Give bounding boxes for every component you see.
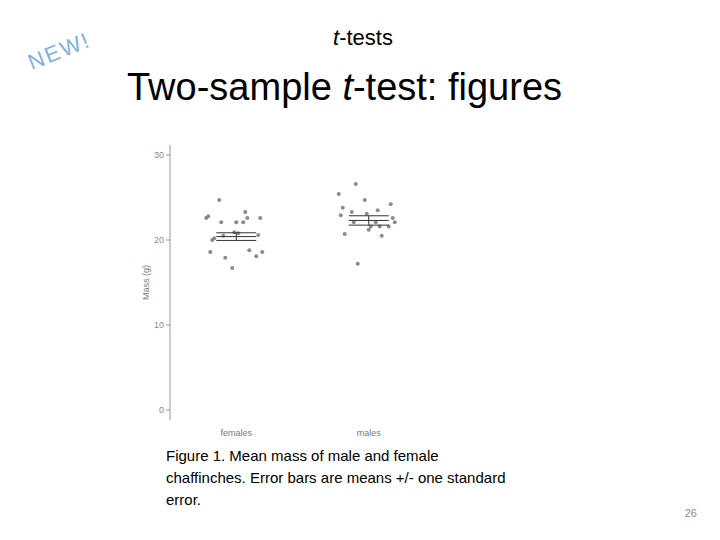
data-point (339, 213, 343, 217)
data-point (337, 192, 341, 196)
data-point (212, 236, 216, 240)
data-point (367, 228, 371, 232)
data-point (393, 220, 397, 224)
data-point (241, 220, 245, 224)
y-tick-label: 0 (159, 405, 164, 415)
error-bar (216, 233, 256, 241)
plot-area (204, 182, 397, 270)
data-point (376, 208, 380, 212)
title: Two-sample t-test: figures (127, 66, 562, 108)
caption-line: error. (166, 491, 201, 508)
data-point (234, 220, 238, 224)
data-point (254, 254, 258, 258)
y-axis-label: Mass (g) (141, 265, 151, 300)
data-point (230, 266, 234, 270)
data-point (208, 250, 212, 254)
y-tick-label: 20 (154, 235, 164, 245)
data-point (243, 210, 247, 214)
y-axis-line (170, 145, 171, 420)
error-bar-stem (236, 233, 237, 241)
y-tick (166, 155, 170, 156)
data-point (247, 248, 251, 252)
data-point (350, 210, 354, 214)
y-tick (166, 325, 170, 326)
data-point (389, 202, 393, 206)
data-point (217, 198, 221, 202)
data-point (363, 198, 367, 202)
data-point (245, 216, 249, 220)
slide: NEW! t-tests Two-sample t-test: figures Fig… (0, 0, 720, 540)
chart: 0 10 20 30 Mass (g) females males (141, 145, 397, 438)
data-point (365, 212, 369, 216)
page-number: 26 (685, 507, 697, 519)
data-point (256, 233, 260, 237)
data-point (354, 182, 358, 186)
error-bar-cap (349, 215, 389, 216)
data-point (341, 206, 345, 210)
data-point (260, 250, 264, 254)
caption-line: chaffinches. Error bars are means +/- on… (166, 469, 506, 486)
data-point (258, 216, 262, 220)
badge: NEW! (24, 27, 94, 75)
data-point (223, 256, 227, 260)
data-point (343, 232, 347, 236)
y-tick-label: 10 (154, 320, 164, 330)
topic: t-tests (333, 25, 393, 50)
data-point (391, 216, 395, 220)
y-tick (166, 410, 170, 411)
data-point (356, 262, 360, 266)
error-bar-cap (216, 232, 256, 233)
x-tick-label: males (357, 428, 382, 438)
caption-line: Figure 1. Mean mass of male and female (166, 447, 439, 464)
error-bar (349, 216, 389, 225)
error-bar-cap (216, 240, 256, 241)
x-tick-label: females (220, 428, 252, 438)
error-bar-stem (368, 216, 369, 225)
data-point (380, 234, 384, 238)
data-point (221, 234, 225, 238)
data-point (206, 214, 210, 218)
error-bar-cap (349, 225, 389, 226)
data-point (219, 220, 223, 224)
y-tick (166, 240, 170, 241)
y-tick-label: 30 (154, 150, 164, 160)
